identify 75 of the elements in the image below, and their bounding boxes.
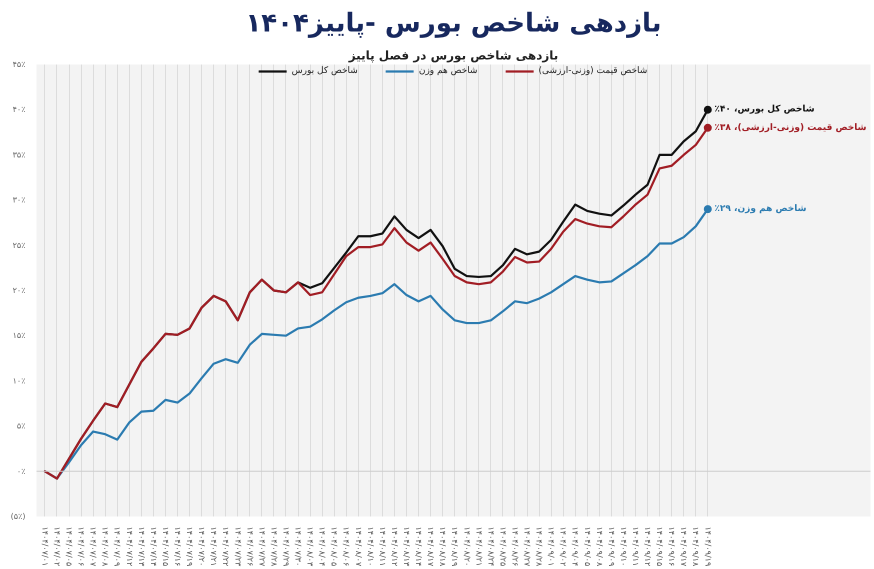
x-tick-label: ۱۴۰۴/۰۹/۱۲ <box>643 526 652 566</box>
x-tick-label: ۱۴۰۴/۰۸/۱۳ <box>402 526 411 567</box>
x-tick-label: ۱۴۰۴/۰۸/۱۱ <box>378 526 387 566</box>
x-tick-label: ۱۴۰۴/۰۸/۲۷ <box>522 526 532 567</box>
x-tick-label: ۱۴۰۴/۰۷/۰۱ <box>40 526 50 566</box>
x-tick-label: ۱۴۰۴/۰۸/۱۷ <box>426 526 436 567</box>
x-tick-label: ۱۴۰۴/۰۸/۱۹ <box>450 526 460 566</box>
x-tick-label: ۱۴۰۴/۰۹/۱۹ <box>703 526 712 566</box>
x-tick-label: ۱۴۰۴/۰۹/۰۲ <box>558 526 568 566</box>
x-tick-label: ۱۴۰۴/۰۷/۰۹ <box>112 526 122 566</box>
x-tick-label: ۱۴۰۴/۰۹/۱۱ <box>630 526 640 566</box>
x-tick-label: ۱۴۰۴/۰۷/۰۸ <box>100 526 110 567</box>
x-tick-label: ۱۴۰۴/۰۷/۲۰ <box>197 526 206 566</box>
x-tick-label: ۱۴۰۴/۰۷/۳۰ <box>294 526 303 566</box>
x-tick-label: ۱۴۰۴/۰۸/۰۴ <box>318 526 327 566</box>
x-tick-label: ۱۴۰۴/۰۷/۲۲ <box>221 526 230 566</box>
x-tick-label: ۱۴۰۴/۰۷/۰۵ <box>64 526 74 566</box>
y-tick-label: ۲۵٪ <box>12 240 26 250</box>
legend-label: شاخص هم وزن <box>418 66 478 76</box>
x-tick-label: ۱۴۰۴/۰۷/۲۱ <box>209 526 218 566</box>
y-tick-label: (۵٪) <box>10 512 26 521</box>
legend-label: شاخص قیمت (وزنی-ارزشی) <box>538 66 648 76</box>
x-tick-label: ۱۴۰۴/۰۷/۲۸ <box>269 526 278 567</box>
x-tick-label: ۱۴۰۴/۰۸/۰۷ <box>354 526 363 567</box>
x-tick-label: ۱۴۰۴/۰۹/۱۵ <box>655 526 664 566</box>
chart-subtitle: بازدهی شاخص بورس در فصل پاییز <box>348 48 558 62</box>
x-tick-label: ۱۴۰۴/۰۷/۱۶ <box>173 526 182 566</box>
y-tick-label: ۱۰٪ <box>12 376 26 386</box>
x-tick-label: ۱۴۰۴/۰۹/۰۹ <box>606 526 616 566</box>
x-tick-label: ۱۴۰۴/۰۹/۰۵ <box>582 526 592 566</box>
x-tick-label: ۱۴۰۴/۰۹/۱۰ <box>618 526 628 566</box>
x-tick-label: ۱۴۰۴/۰۷/۱۳ <box>136 526 146 567</box>
y-tick-label: ۴۵٪ <box>12 60 26 69</box>
x-tick-label: ۱۴۰۴/۰۷/۲۳ <box>233 526 242 567</box>
x-tick-label: ۱۴۰۴/۰۸/۲۶ <box>510 526 520 566</box>
x-tick-label: ۱۴۰۴/۰۸/۱۲ <box>390 526 399 566</box>
x-tick-label: ۱۴۰۴/۰۷/۲۷ <box>257 526 266 567</box>
x-tick-label: ۱۴۰۴/۰۷/۲۹ <box>281 526 290 566</box>
x-tick-label: ۱۴۰۴/۰۸/۲۰ <box>462 526 472 566</box>
annotation: شاخص هم وزن، ۲۹٪ <box>714 204 807 214</box>
x-tick-label: ۱۴۰۴/۰۸/۲۸ <box>534 526 544 567</box>
x-tick-label: ۱۴۰۴/۰۸/۰۳ <box>306 526 315 567</box>
y-tick-label: ۳۰٪ <box>12 196 26 205</box>
x-tick-label: ۱۴۰۴/۰۸/۰۵ <box>330 526 339 566</box>
y-tick-label: ۳۵٪ <box>12 150 26 160</box>
x-tick-label: ۱۴۰۴/۰۸/۲۵ <box>498 526 508 566</box>
x-tick-label: ۱۴۰۴/۰۹/۱۸ <box>691 526 700 567</box>
legend-label: شاخص کل بورس <box>292 66 358 76</box>
x-tick-label: ۱۴۰۴/۰۹/۱۶ <box>667 526 676 566</box>
x-tick-label: ۱۴۰۴/۰۷/۱۲ <box>124 526 134 566</box>
x-tick-label: ۱۴۰۴/۰۹/۰۸ <box>594 526 604 567</box>
annotation: شاخص قیمت (وزنی-ارزشی)، ۳۸٪ <box>714 122 867 133</box>
y-tick-label: ۰٪ <box>16 466 26 476</box>
x-tick-label: ۱۴۰۴/۰۸/۱۰ <box>366 526 375 566</box>
x-tick-label: ۱۴۰۴/۰۹/۰۱ <box>546 526 556 566</box>
x-tick-label: ۱۴۰۴/۰۸/۲۴ <box>486 526 496 566</box>
y-tick-label: ۴۰٪ <box>12 105 26 114</box>
x-tick-label: ۱۴۰۴/۰۸/۱۸ <box>438 526 448 567</box>
x-tick-label: ۱۴۰۴/۰۸/۲۱ <box>474 526 484 566</box>
x-tick-label: ۱۴۰۴/۰۸/۱۴ <box>414 526 424 566</box>
annotation: شاخص کل بورس، ۴۰٪ <box>714 104 815 115</box>
x-tick-label: ۱۴۰۴/۰۸/۰۶ <box>342 526 351 566</box>
x-tick-label: ۱۴۰۴/۰۷/۰۷ <box>88 526 98 567</box>
x-tick-label: ۱۴۰۴/۰۷/۲۶ <box>245 526 254 566</box>
y-tick-label: ۵٪ <box>16 422 26 431</box>
x-tick-label: ۱۴۰۴/۰۷/۱۵ <box>160 526 170 566</box>
x-tick-label: ۱۴۰۴/۰۷/۰۶ <box>76 526 86 566</box>
x-tick-label: ۱۴۰۴/۰۷/۱۴ <box>148 526 158 566</box>
y-tick-label: ۱۵٪ <box>12 331 26 340</box>
x-tick-label: ۱۴۰۴/۰۷/۱۹ <box>185 526 194 566</box>
x-tick-label: ۱۴۰۴/۰۹/۱۷ <box>679 526 688 567</box>
y-tick-label: ۲۰٪ <box>12 286 26 295</box>
x-tick-label: ۱۴۰۴/۰۷/۰۲ <box>52 526 62 566</box>
chart-title: بازدهی شاخص بورس -پاییز۱۴۰۴ <box>245 8 662 38</box>
x-tick-label: ۱۴۰۴/۰۹/۰۴ <box>570 526 580 566</box>
